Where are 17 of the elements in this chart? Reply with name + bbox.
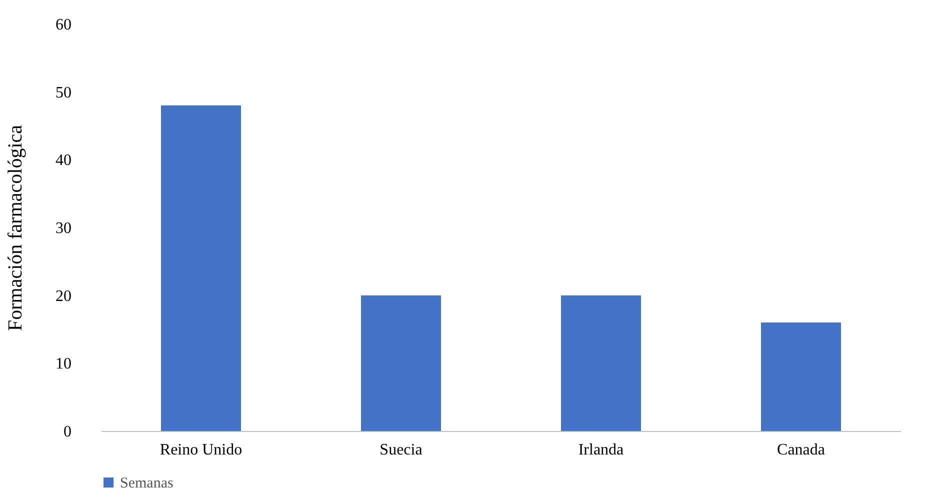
x-tick-label: Suecia — [380, 442, 422, 458]
x-tick-label: Canada — [777, 442, 825, 458]
x-tick-label: Reino Unido — [160, 442, 242, 458]
y-tick-label: 20 — [56, 288, 72, 305]
y-tick-label: 50 — [56, 84, 72, 102]
bar — [161, 105, 241, 431]
y-tick-label: 30 — [56, 220, 72, 237]
legend-label: Semanas — [120, 476, 174, 492]
y-tick-label: 60 — [56, 16, 72, 34]
bar — [761, 322, 841, 431]
bar — [361, 295, 441, 431]
y-axis-title: Formación farmacológica — [4, 124, 26, 332]
y-tick-label: 40 — [56, 152, 72, 170]
y-tick-label: 10 — [56, 356, 72, 373]
y-tick-label: 0 — [64, 424, 72, 440]
x-tick-label: Irlanda — [578, 442, 624, 458]
bar — [561, 295, 641, 431]
